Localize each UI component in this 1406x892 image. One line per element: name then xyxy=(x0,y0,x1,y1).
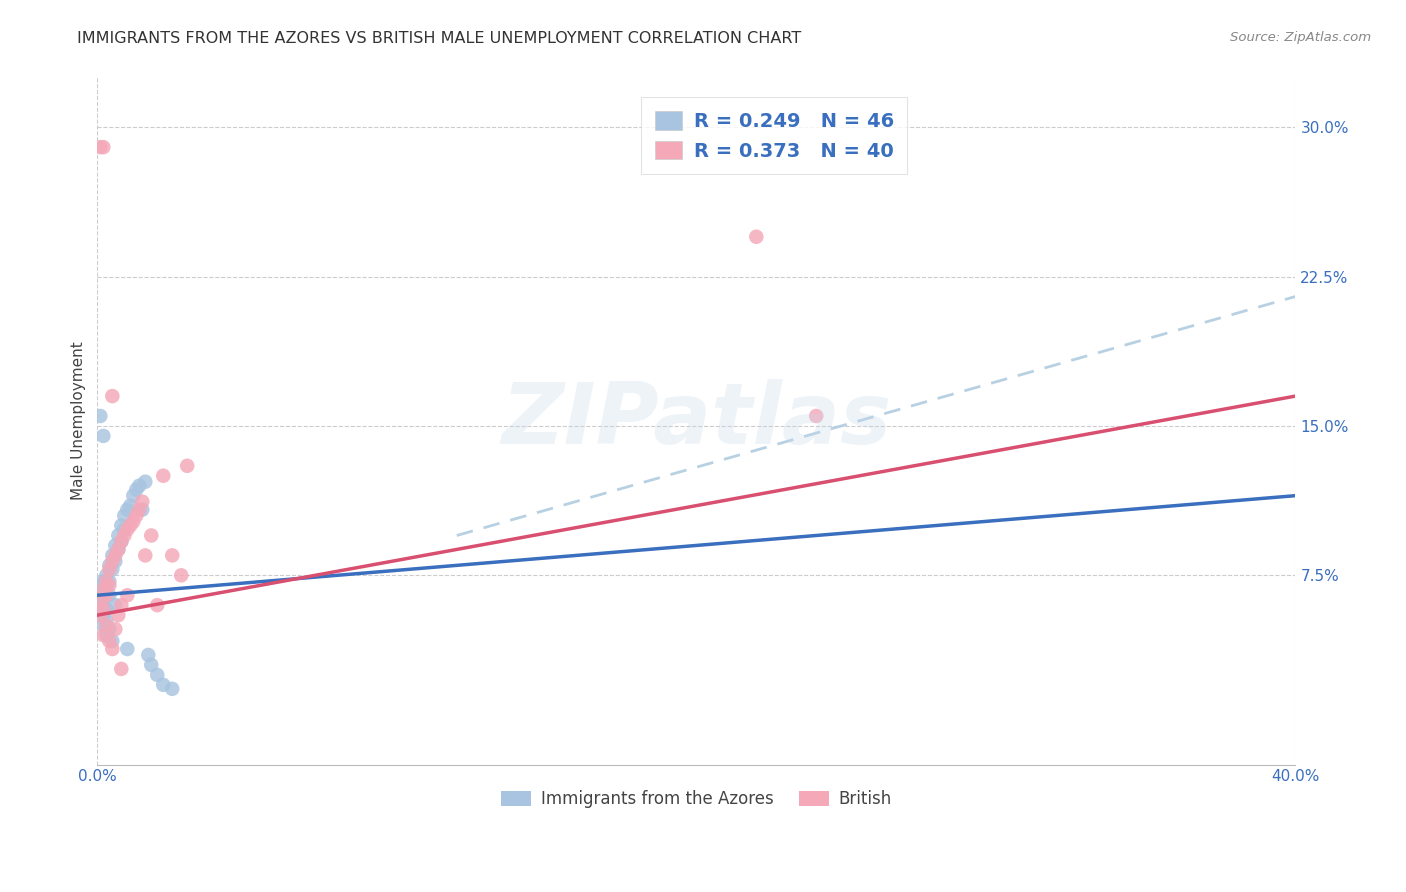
Point xyxy=(93,574,115,589)
Point xyxy=(122,489,145,503)
Point xyxy=(152,678,174,692)
Point xyxy=(98,578,121,592)
Point xyxy=(89,409,111,423)
Point xyxy=(170,568,193,582)
Point xyxy=(110,534,132,549)
Point xyxy=(101,554,124,568)
Point xyxy=(104,538,127,552)
Point xyxy=(101,389,124,403)
Point xyxy=(110,662,132,676)
Point xyxy=(136,648,159,662)
Point xyxy=(176,458,198,473)
Point xyxy=(146,668,169,682)
Point xyxy=(89,608,111,623)
Point xyxy=(120,499,142,513)
Point xyxy=(98,558,121,573)
Point xyxy=(89,602,111,616)
Point xyxy=(96,602,118,616)
Point xyxy=(89,578,111,592)
Point xyxy=(96,574,118,589)
Text: IMMIGRANTS FROM THE AZORES VS BRITISH MALE UNEMPLOYMENT CORRELATION CHART: IMMIGRANTS FROM THE AZORES VS BRITISH MA… xyxy=(77,31,801,46)
Point xyxy=(112,528,135,542)
Point xyxy=(104,622,127,636)
Point xyxy=(93,602,115,616)
Point xyxy=(112,523,135,537)
Point xyxy=(93,618,115,632)
Point xyxy=(93,582,115,597)
Point xyxy=(117,523,139,537)
Point xyxy=(98,562,121,576)
Point xyxy=(122,515,145,529)
Point xyxy=(101,562,124,576)
Point xyxy=(89,594,111,608)
Point xyxy=(93,628,115,642)
Point xyxy=(101,642,124,657)
Point xyxy=(134,475,156,489)
Point xyxy=(131,502,153,516)
Point xyxy=(93,598,115,612)
Point xyxy=(89,594,111,608)
Point xyxy=(96,614,118,628)
Point xyxy=(117,642,139,657)
Point xyxy=(98,588,121,602)
Point xyxy=(93,588,115,602)
Point xyxy=(745,229,768,244)
Point xyxy=(107,528,129,542)
Point xyxy=(89,140,111,154)
Point xyxy=(96,628,118,642)
Point xyxy=(112,508,135,523)
Point xyxy=(96,588,118,602)
Y-axis label: Male Unemployment: Male Unemployment xyxy=(72,342,86,500)
Point xyxy=(93,429,115,443)
Point xyxy=(152,468,174,483)
Point xyxy=(104,549,127,563)
Point xyxy=(107,608,129,623)
Legend: Immigrants from the Azores, British: Immigrants from the Azores, British xyxy=(495,783,898,814)
Point xyxy=(96,568,118,582)
Text: ZIPatlas: ZIPatlas xyxy=(502,379,891,462)
Point xyxy=(141,528,163,542)
Point xyxy=(107,542,129,557)
Point xyxy=(98,634,121,648)
Point xyxy=(117,588,139,602)
Point xyxy=(160,549,183,563)
Point xyxy=(104,554,127,568)
Point xyxy=(93,608,115,623)
Point xyxy=(96,582,118,597)
Point xyxy=(131,494,153,508)
Point xyxy=(160,681,183,696)
Point xyxy=(134,549,156,563)
Point xyxy=(110,534,132,549)
Point xyxy=(107,542,129,557)
Point xyxy=(141,657,163,672)
Point xyxy=(128,479,150,493)
Point xyxy=(93,582,115,597)
Point xyxy=(93,140,115,154)
Point xyxy=(101,549,124,563)
Point xyxy=(117,502,139,516)
Point xyxy=(98,574,121,589)
Point xyxy=(110,598,132,612)
Point xyxy=(128,502,150,516)
Point xyxy=(120,518,142,533)
Point xyxy=(98,622,121,636)
Point xyxy=(125,508,148,523)
Text: Source: ZipAtlas.com: Source: ZipAtlas.com xyxy=(1230,31,1371,45)
Point xyxy=(806,409,828,423)
Point xyxy=(110,518,132,533)
Point xyxy=(101,634,124,648)
Point xyxy=(89,588,111,602)
Point xyxy=(125,483,148,497)
Point xyxy=(96,618,118,632)
Point xyxy=(104,598,127,612)
Point xyxy=(146,598,169,612)
